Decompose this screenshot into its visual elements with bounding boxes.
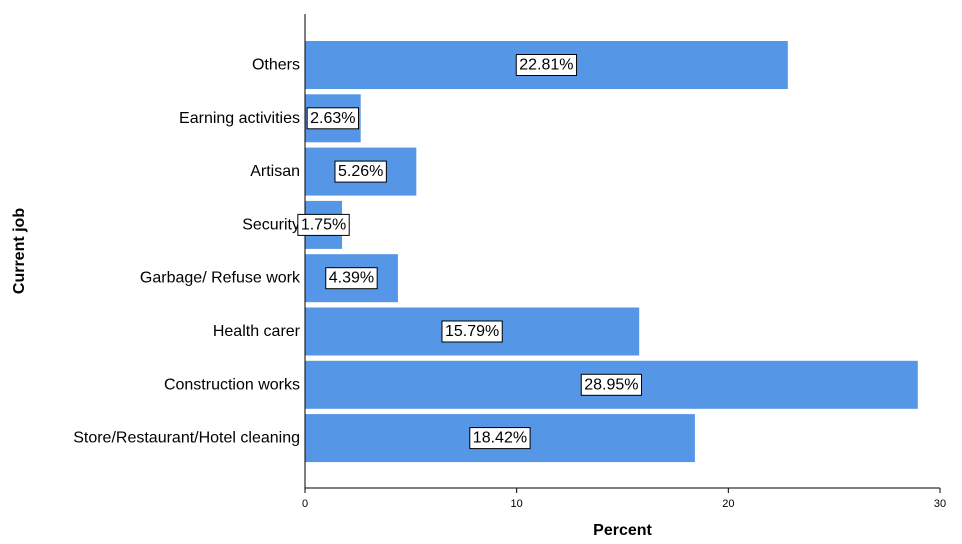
data-label: 5.26% [334, 160, 387, 183]
axes-layer [304, 14, 940, 489]
data-label-text: 18.42% [473, 430, 527, 447]
data-label-text: 5.26% [338, 163, 383, 180]
data-label-text: 4.39% [329, 270, 374, 287]
category-label: Health carer [213, 323, 301, 340]
data-label-box [297, 213, 350, 236]
data-label-box [441, 320, 503, 343]
x-tick-label: 20 [722, 498, 734, 510]
data-label-box [469, 427, 531, 450]
data-label-box [334, 160, 387, 183]
data-label: 1.75% [297, 213, 350, 236]
x-tick-label: 0 [302, 498, 308, 510]
x-axis-ticks: 0 10 20 30 [302, 488, 946, 510]
category-label: Artisan [250, 163, 300, 180]
data-label-text: 1.75% [301, 216, 346, 233]
data-label-box [325, 267, 378, 290]
category-label: Others [252, 57, 300, 74]
data-label: 4.39% [325, 267, 378, 290]
category-label: Construction works [164, 376, 300, 393]
data-label: 22.81% [515, 54, 578, 76]
bars-layer [305, 41, 918, 463]
x-tick-label: 30 [934, 498, 946, 510]
data-label-text: 2.63% [310, 110, 355, 127]
data-labels: 22.81% 2.63% 5.26% 1.75% 4.39% 15.79% 28.95% 18… [297, 54, 643, 450]
data-label: 15.79% [441, 320, 503, 343]
data-label-text: 28.95% [584, 376, 638, 393]
x-tick-label: 10 [511, 498, 523, 510]
category-label: Store/Restaurant/Hotel cleaning [73, 430, 300, 447]
category-label: Garbage/ Refuse work [140, 270, 301, 287]
data-label-box [515, 54, 578, 76]
data-label-text: 15.79% [445, 323, 499, 340]
data-label: 2.63% [306, 107, 360, 130]
y-axis-title: Current job [11, 208, 28, 294]
data-label: 18.42% [469, 427, 531, 450]
category-label: Security [242, 216, 300, 233]
data-label-box [580, 373, 643, 396]
x-axis-title: Percent [593, 522, 652, 539]
category-label: Earning activities [179, 110, 300, 127]
data-label-box [306, 107, 360, 130]
category-labels: Others Earning activities Artisan Security G… [73, 57, 301, 447]
data-label: 28.95% [580, 373, 643, 396]
data-label-text: 22.81% [519, 57, 573, 74]
